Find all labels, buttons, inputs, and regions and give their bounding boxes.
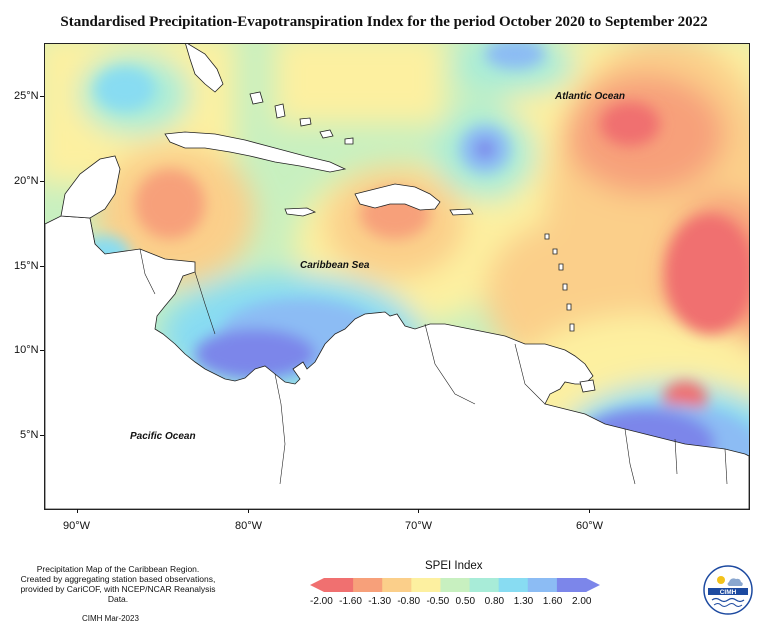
logo-cloud-icon	[727, 578, 743, 586]
lon-label-70w: 70°W	[405, 520, 433, 532]
logo-sun-icon	[717, 576, 725, 584]
lat-label-10n: 10°N	[14, 344, 39, 356]
yucatan-peninsula	[60, 155, 121, 219]
legend-swatch	[498, 578, 529, 592]
puerto-rico-island	[449, 208, 474, 216]
legend-arrow-left	[310, 578, 324, 592]
legend-swatch	[382, 578, 412, 592]
lat-tick	[40, 96, 44, 97]
lon-label-90w: 90°W	[63, 520, 91, 532]
lat-tick	[40, 266, 44, 267]
legend-value: -0.80	[397, 596, 421, 607]
lat-label-20n: 20°N	[14, 175, 39, 187]
legend-swatch	[353, 578, 383, 592]
lat-tick	[40, 181, 44, 182]
legend-value: -1.60	[339, 596, 362, 607]
pacific-ocean-label: Pacific Ocean	[130, 431, 196, 442]
legend-swatch	[324, 578, 354, 592]
hispaniola-island	[354, 183, 441, 211]
lon-tick	[589, 509, 590, 513]
lat-label-5n: 5°N	[20, 429, 39, 441]
legend-value: 0.80	[484, 596, 505, 607]
spei-map	[45, 44, 749, 509]
legend-swatch	[556, 578, 587, 592]
lat-tick	[40, 435, 44, 436]
bahamas-islands	[249, 91, 354, 145]
legend-value: 2.00	[572, 596, 592, 607]
logo-waves-icon	[711, 597, 745, 603]
legend-swatch	[411, 578, 441, 592]
atlantic-ocean-label: Atlantic Ocean	[555, 91, 626, 102]
cuba-island	[164, 131, 347, 173]
description-line: Precipitation Map of the Caribbean Regio…	[36, 564, 200, 574]
map-description: Precipitation Map of the Caribbean Regio…	[18, 564, 218, 604]
lat-label-25n: 25°N	[14, 90, 39, 102]
lon-label-60w: 60°W	[576, 520, 604, 532]
jamaica-island	[284, 207, 317, 217]
lon-tick	[418, 509, 419, 513]
legend-value: -1.30	[368, 596, 392, 607]
lat-label-15n: 15°N	[14, 260, 39, 272]
legend-value: 1.30	[513, 596, 534, 607]
description-line: Created by aggregating station based obs…	[20, 574, 216, 584]
legend-swatch	[440, 578, 471, 592]
description-line: provided by CariCOF, with NCEP/NCAR Rean…	[20, 584, 216, 604]
lon-tick	[248, 509, 249, 513]
map-title: Standardised Precipitation-Evapotranspir…	[60, 14, 708, 30]
legend-value: 1.60	[542, 596, 563, 607]
logo-text: CIMH	[720, 589, 737, 596]
legend-swatch	[469, 578, 500, 592]
map-area: Atlantic Ocean Caribbean Sea Pacific Oce…	[44, 43, 750, 510]
logo-band	[708, 588, 748, 595]
legend-colorbar	[310, 578, 600, 592]
legend-value: -2.00	[310, 596, 333, 607]
lon-label-80w: 80°W	[235, 520, 263, 532]
cimh-logo: CIMH	[703, 565, 753, 615]
central-america-land	[45, 215, 749, 509]
country-borders	[89, 217, 728, 485]
lat-tick	[40, 350, 44, 351]
legend-swatches	[324, 578, 587, 592]
caribbean-sea-label: Caribbean Sea	[300, 260, 370, 271]
land-masses	[45, 44, 749, 509]
legend-value: 0.50	[455, 596, 476, 607]
credit-text: CIMH Mar-2023	[82, 614, 139, 623]
florida-peninsula	[185, 44, 224, 93]
legend-value: -0.50	[426, 596, 450, 607]
lon-tick	[77, 509, 78, 513]
legend-title: SPEI Index	[425, 560, 483, 572]
lesser-antilles-islands	[544, 233, 575, 332]
legend-swatch	[527, 578, 558, 592]
legend-arrow-right	[586, 578, 600, 592]
trinidad-island	[579, 379, 596, 393]
